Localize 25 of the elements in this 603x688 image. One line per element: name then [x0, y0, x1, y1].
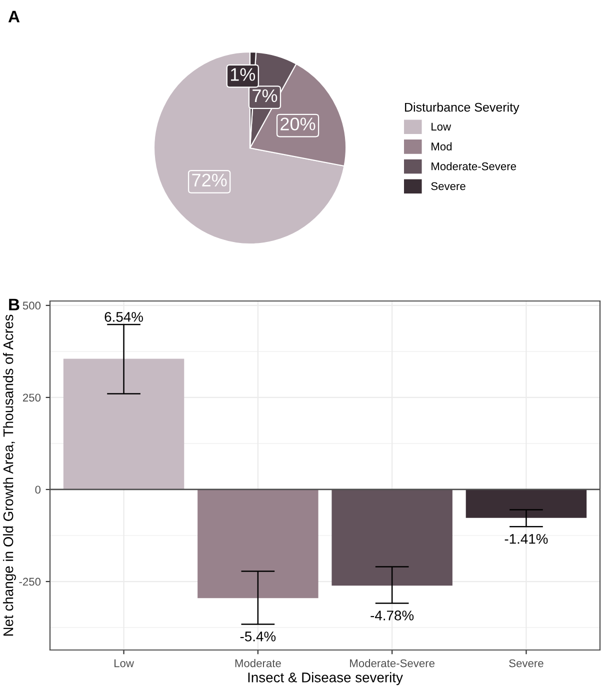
y-axis-title: Net change in Old Growth Area, Thousands of Acres [3, 314, 16, 636]
data-label: 20% [280, 118, 316, 130]
data-label: 7% [252, 89, 278, 102]
y-tick-label: -250 [19, 578, 41, 586]
legend-title: Disturbance Severity [405, 102, 520, 114]
annotation: -1.41% [504, 534, 548, 544]
y-tick-label: 500 [22, 302, 41, 310]
annotation: -4.78% [370, 610, 414, 620]
text: A [8, 10, 20, 22]
x-tick-label: Moderate [235, 659, 281, 668]
data-label: 72% [192, 174, 227, 186]
annotation: -5.4% [240, 632, 276, 642]
y-tick-label: 0 [35, 486, 41, 494]
data-label: 1% [230, 68, 256, 81]
legend-label: Low [432, 122, 452, 131]
text: B [9, 298, 20, 310]
legend-label: Moderate-Severe [432, 162, 516, 170]
annotation: 6.54% [104, 312, 143, 322]
legend-label: Severe [431, 182, 466, 190]
y-tick-label: 250 [22, 394, 41, 402]
x-axis-title: Insect & Disease severity [248, 672, 403, 686]
legend-label: Mod [432, 142, 452, 150]
x-tick-label: Severe [509, 659, 544, 668]
x-tick-label: Low [114, 659, 134, 668]
x-tick-label: Moderate-Severe [350, 659, 435, 668]
